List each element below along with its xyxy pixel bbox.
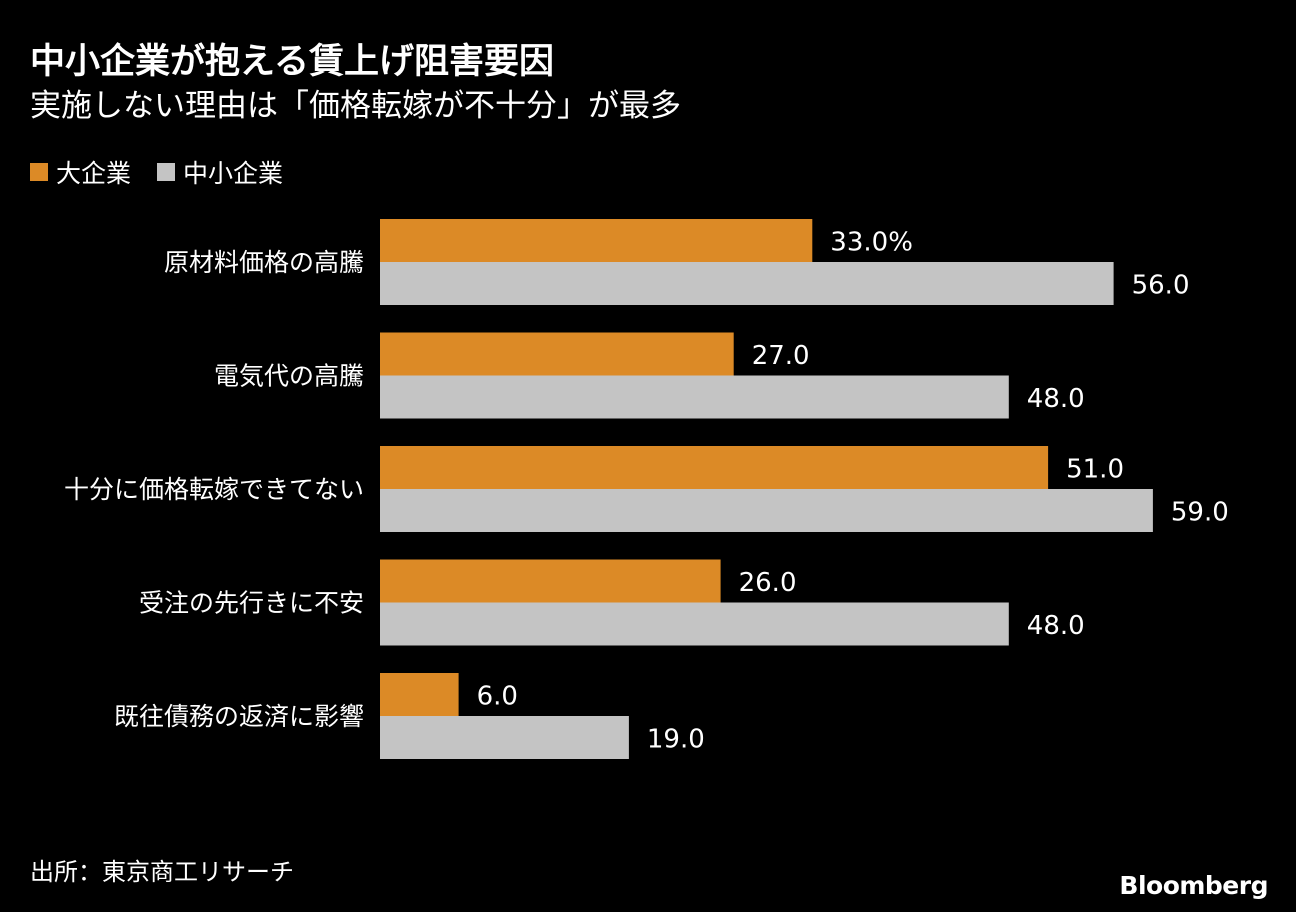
bar-large-company	[380, 446, 1049, 489]
category-label: 十分に価格転嫁できてない	[64, 475, 364, 504]
category-label: 受注の先行きに不安	[139, 589, 364, 618]
legend-swatch-large-company	[30, 163, 48, 181]
bar-small-company	[380, 375, 1009, 419]
chart-subtitle: 実施しない理由は「価格転嫁が不十分」が最多	[30, 88, 681, 124]
bar-small-company	[380, 602, 1009, 646]
chart-title: 中小企業が抱える賃上げ阻害要因	[30, 42, 554, 82]
source-note: 出所：東京商工リサーチ	[30, 858, 294, 886]
value-label-large-company: 51.0	[1066, 455, 1124, 485]
value-label-small-company: 59.0	[1171, 498, 1229, 528]
value-label-large-company: 6.0	[477, 682, 518, 712]
value-label-small-company: 48.0	[1027, 384, 1085, 414]
legend-swatch-small-company	[157, 163, 176, 181]
value-label-small-company: 56.0	[1132, 271, 1190, 301]
bar-small-company	[380, 489, 1153, 532]
category-label: 原材料価格の高騰	[164, 248, 364, 277]
bar-small-company	[380, 262, 1114, 305]
value-label-large-company: 33.0%	[830, 228, 913, 258]
bar-large-company	[380, 332, 734, 376]
category-label: 既往債務の返済に影響	[114, 702, 364, 731]
legend-label-small-company: 中小企業	[183, 159, 284, 188]
bar-large-company	[380, 559, 721, 603]
legend-item-small-company: 中小企業	[157, 154, 283, 190]
value-label-small-company: 48.0	[1027, 611, 1085, 641]
category-label: 電気代の高騰	[214, 362, 364, 391]
bar-large-company	[380, 219, 813, 262]
brand-logo: Bloomberg	[1119, 871, 1268, 900]
value-label-large-company: 26.0	[739, 568, 797, 598]
legend-item-large-company: 大企業	[30, 154, 131, 190]
bar-small-company	[380, 716, 629, 759]
legend-label-large-company: 大企業	[56, 159, 132, 188]
bar-large-company	[380, 673, 459, 716]
legend: 大企業 中小企業	[30, 152, 309, 192]
value-label-large-company: 27.0	[752, 341, 810, 371]
value-label-small-company: 19.0	[647, 725, 705, 755]
